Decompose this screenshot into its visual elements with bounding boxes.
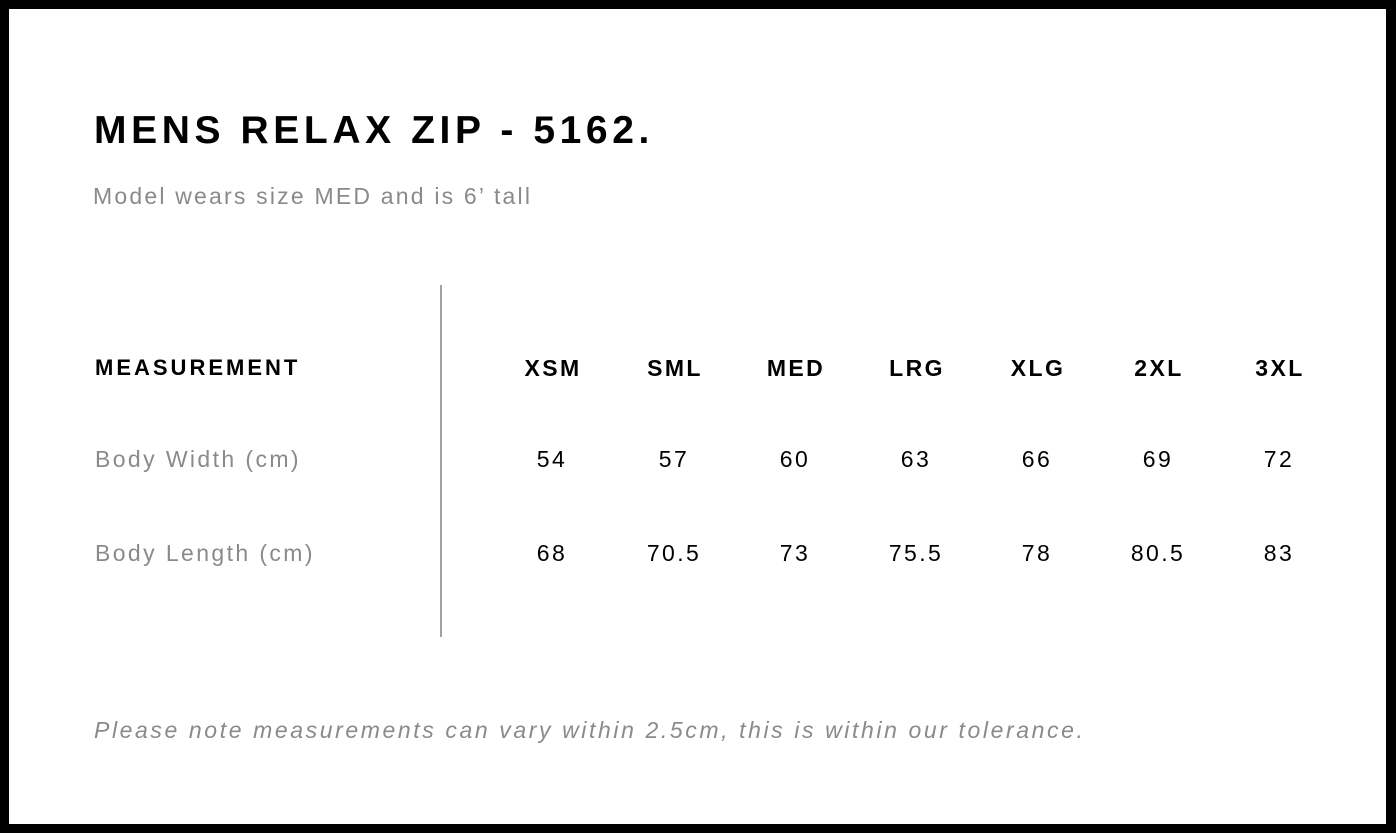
size-header: SML bbox=[647, 355, 703, 381]
table-cell: 70.5 bbox=[646, 540, 702, 566]
size-header: LRG bbox=[889, 355, 945, 381]
page-title: MENS RELAX ZIP - 5162. bbox=[94, 109, 654, 152]
table-cell: 75.5 bbox=[888, 540, 944, 566]
column-divider bbox=[440, 285, 442, 637]
table-cell: 63 bbox=[900, 446, 932, 472]
size-header: MED bbox=[766, 355, 826, 381]
table-cell: 78 bbox=[1021, 540, 1053, 566]
table-cell: 83 bbox=[1263, 540, 1295, 566]
table-cell: 80.5 bbox=[1130, 540, 1186, 566]
size-header: 2XL bbox=[1134, 355, 1184, 381]
table-cell: 72 bbox=[1263, 446, 1295, 472]
table-cell: 73 bbox=[779, 540, 811, 566]
table-cell: 66 bbox=[1021, 446, 1053, 472]
table-cell: 60 bbox=[779, 446, 811, 472]
table-cell: 57 bbox=[658, 446, 690, 472]
table-cell: 68 bbox=[536, 540, 568, 566]
size-header: XSM bbox=[524, 355, 582, 381]
subtitle: Model wears size MED and is 6’ tall bbox=[93, 183, 533, 209]
measurement-header: MEASUREMENT bbox=[95, 355, 301, 380]
table-cell: 69 bbox=[1142, 446, 1174, 472]
size-header: XLG bbox=[1010, 355, 1066, 381]
row-label: Body Length (cm) bbox=[95, 540, 315, 566]
row-label: Body Width (cm) bbox=[95, 446, 301, 472]
table-cell: 54 bbox=[536, 446, 568, 472]
size-chart-card: MENS RELAX ZIP - 5162. Model wears size … bbox=[9, 9, 1386, 824]
size-header: 3XL bbox=[1255, 355, 1305, 381]
tolerance-note: Please note measurements can vary within… bbox=[94, 717, 1086, 743]
